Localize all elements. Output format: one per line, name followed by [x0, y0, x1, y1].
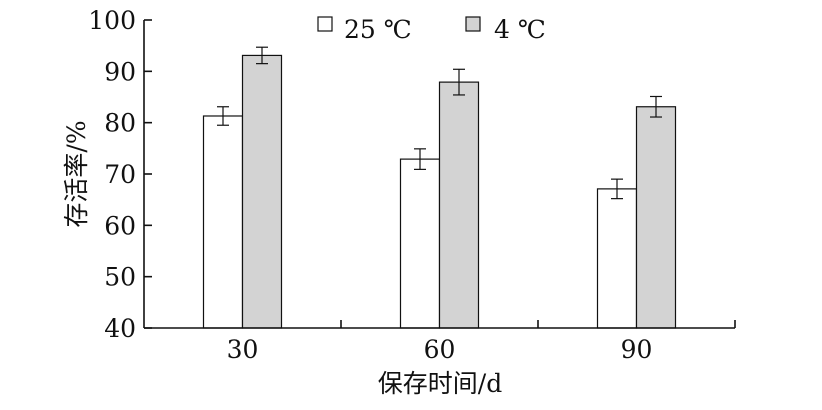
y-tick-label: 40	[104, 314, 136, 343]
y-axis-title: 存活率/%	[62, 120, 91, 227]
error-bar-series-0-cat-2	[611, 178, 623, 200]
x-tick-label: 30	[227, 335, 259, 364]
bar-series-1-cat-0	[241, 54, 283, 329]
bar-series-0-cat-0	[202, 115, 244, 329]
legend-label-4c: 4 ℃	[494, 15, 546, 44]
error-bar-series-1-cat-1	[453, 68, 465, 96]
x-axis-title: 保存时间/d	[378, 369, 502, 398]
legend-swatch-25c	[317, 16, 333, 32]
x-tick-label: 90	[621, 335, 653, 364]
x-ticks-group: 30 60 90	[227, 320, 736, 364]
y-ticks-group: 40 50 60 70 80 90 100	[88, 6, 152, 343]
bar-series-1-cat-2	[635, 106, 677, 329]
x-tick-label: 60	[424, 335, 456, 364]
bars-group	[202, 46, 677, 329]
legend-label-25c: 25 ℃	[344, 15, 412, 44]
y-tick-label: 90	[104, 57, 136, 86]
error-bar-series-1-cat-2	[650, 95, 662, 118]
bar-series-1-cat-1	[438, 81, 480, 329]
bar-series-0-cat-2	[596, 188, 638, 329]
y-tick-label: 100	[88, 6, 136, 35]
bar-series-0-cat-1	[399, 158, 441, 329]
y-tick-label: 80	[104, 109, 136, 138]
error-bar-series-0-cat-1	[414, 148, 426, 170]
y-tick-label: 70	[104, 160, 136, 189]
y-tick-label: 60	[104, 211, 136, 240]
error-bar-series-0-cat-0	[217, 106, 229, 126]
legend-swatch-4c	[465, 16, 481, 32]
y-tick-label: 50	[104, 263, 136, 292]
error-bar-series-1-cat-0	[256, 46, 268, 65]
legend: 25 ℃ 4 ℃	[317, 15, 546, 44]
